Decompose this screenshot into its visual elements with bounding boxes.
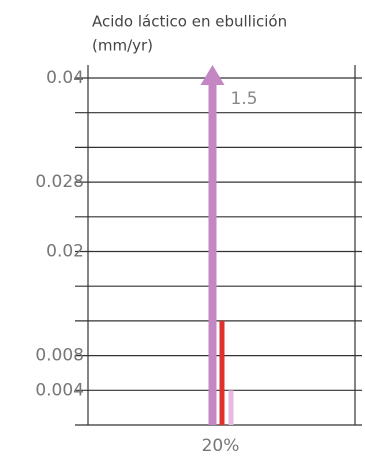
bar [228,390,234,425]
bar [219,320,225,425]
value-label: 1.5 [231,89,258,109]
y-tick-label: 0.008 [35,346,84,366]
y-tick-label: 0.004 [35,380,84,400]
chart-title: Acido láctico en ebullición [92,13,287,31]
y-tick-label: 0.02 [46,242,84,262]
x-tick-label: 20% [202,436,240,456]
bar-arrow [200,65,225,85]
y-tick-label: 0.04 [46,68,84,88]
y-axis-label: (mm/yr) [92,37,153,55]
y-tick-label: 0.028 [35,172,84,192]
bar [208,79,217,425]
